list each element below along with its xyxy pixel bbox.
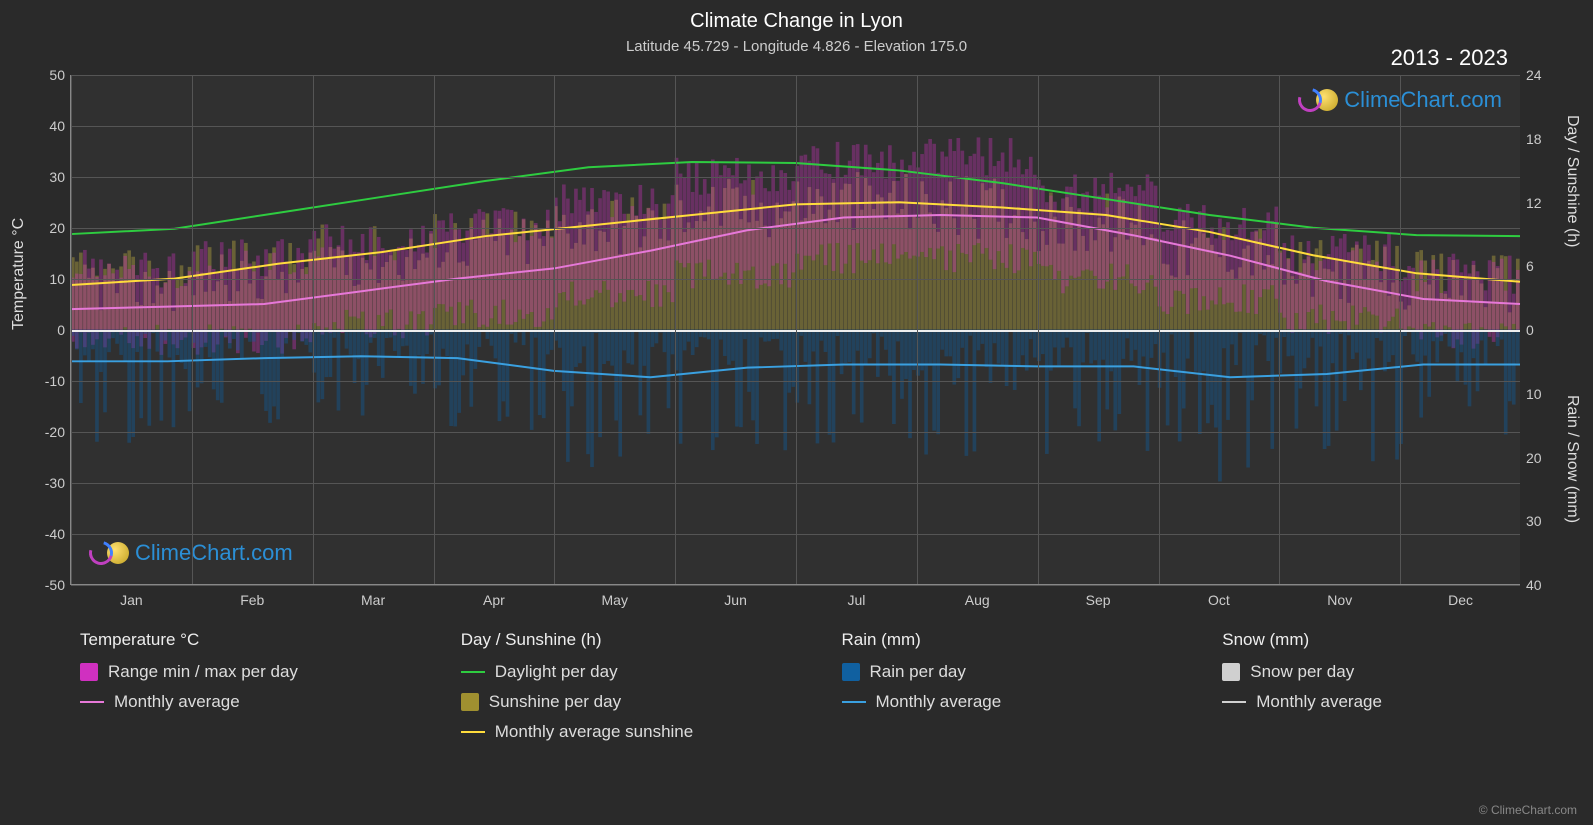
copyright-text: © ClimeChart.com bbox=[1479, 803, 1577, 817]
legend-swatch bbox=[461, 693, 479, 711]
legend-item: Snow per day bbox=[1222, 662, 1533, 682]
y-left-tick: -50 bbox=[45, 577, 65, 593]
x-tick: Sep bbox=[1086, 592, 1111, 608]
legend-swatch bbox=[1222, 701, 1246, 703]
y-left-tick: -10 bbox=[45, 373, 65, 389]
legend-column: Snow (mm) Snow per day Monthly average bbox=[1222, 630, 1533, 752]
legend-title: Rain (mm) bbox=[842, 630, 1153, 650]
y-left-tick: 10 bbox=[49, 271, 65, 287]
logo-c-icon bbox=[1294, 84, 1327, 117]
y-left-tick: 50 bbox=[49, 67, 65, 83]
legend-swatch bbox=[461, 671, 485, 673]
y-right-tick-rain: 30 bbox=[1526, 513, 1542, 529]
x-tick: Aug bbox=[965, 592, 990, 608]
x-tick: Apr bbox=[483, 592, 505, 608]
y-right-tick-sun: 6 bbox=[1526, 258, 1534, 274]
y-right-tick-rain: 10 bbox=[1526, 386, 1542, 402]
y-left-tick: -40 bbox=[45, 526, 65, 542]
year-range: 2013 - 2023 bbox=[1391, 45, 1508, 71]
legend-label: Monthly average sunshine bbox=[495, 722, 693, 742]
chart-title: Climate Change in Lyon bbox=[690, 10, 903, 33]
y-right-tick-rain: 40 bbox=[1526, 577, 1542, 593]
y-right-axis-label-sunshine: Day / Sunshine (h) bbox=[1563, 115, 1581, 248]
legend-label: Range min / max per day bbox=[108, 662, 298, 682]
x-tick: Mar bbox=[361, 592, 385, 608]
legend-title: Day / Sunshine (h) bbox=[461, 630, 772, 650]
y-left-tick: 20 bbox=[49, 220, 65, 236]
legend-swatch bbox=[842, 701, 866, 703]
y-right-tick-sun: 0 bbox=[1526, 322, 1534, 338]
legend-item: Range min / max per day bbox=[80, 662, 391, 682]
legend-item: Rain per day bbox=[842, 662, 1153, 682]
legend-swatch bbox=[80, 701, 104, 703]
y-left-tick: 30 bbox=[49, 169, 65, 185]
x-tick: Nov bbox=[1327, 592, 1352, 608]
legend: Temperature °C Range min / max per day Mon… bbox=[80, 630, 1533, 752]
watermark-text: ClimeChart.com bbox=[1344, 87, 1502, 113]
legend-column: Day / Sunshine (h) Daylight per day Sunshi… bbox=[461, 630, 772, 752]
chart-subtitle: Latitude 45.729 - Longitude 4.826 - Elev… bbox=[626, 38, 967, 55]
legend-item: Monthly average sunshine bbox=[461, 722, 772, 742]
legend-swatch bbox=[461, 731, 485, 733]
legend-label: Monthly average bbox=[1256, 692, 1382, 712]
y-right-tick-sun: 12 bbox=[1526, 195, 1542, 211]
x-tick: Feb bbox=[240, 592, 264, 608]
legend-item: Monthly average bbox=[842, 692, 1153, 712]
y-left-tick: 0 bbox=[57, 322, 65, 338]
x-tick: Jul bbox=[847, 592, 865, 608]
y-right-axis-label-rain: Rain / Snow (mm) bbox=[1563, 395, 1581, 523]
legend-title: Snow (mm) bbox=[1222, 630, 1533, 650]
legend-label: Daylight per day bbox=[495, 662, 618, 682]
x-tick: May bbox=[602, 592, 628, 608]
y-left-tick: -30 bbox=[45, 475, 65, 491]
legend-swatch bbox=[80, 663, 98, 681]
legend-label: Monthly average bbox=[114, 692, 240, 712]
legend-swatch bbox=[842, 663, 860, 681]
x-tick: Jun bbox=[724, 592, 747, 608]
legend-label: Rain per day bbox=[870, 662, 966, 682]
legend-title: Temperature °C bbox=[80, 630, 391, 650]
legend-item: Monthly average bbox=[1222, 692, 1533, 712]
y-right-tick-sun: 18 bbox=[1526, 131, 1542, 147]
y-right-tick-rain: 20 bbox=[1526, 450, 1542, 466]
x-tick: Dec bbox=[1448, 592, 1473, 608]
watermark-text: ClimeChart.com bbox=[135, 540, 293, 566]
legend-swatch bbox=[1222, 663, 1240, 681]
x-tick: Oct bbox=[1208, 592, 1230, 608]
legend-label: Sunshine per day bbox=[489, 692, 621, 712]
legend-column: Temperature °C Range min / max per day Mon… bbox=[80, 630, 391, 752]
legend-item: Sunshine per day bbox=[461, 692, 772, 712]
legend-label: Snow per day bbox=[1250, 662, 1354, 682]
logo-c-icon bbox=[85, 537, 118, 570]
y-right-tick-sun: 24 bbox=[1526, 67, 1542, 83]
plot-area: ClimeChart.com ClimeChart.com -50-40-30-… bbox=[70, 75, 1520, 585]
x-tick: Jan bbox=[120, 592, 143, 608]
legend-item: Monthly average bbox=[80, 692, 391, 712]
legend-column: Rain (mm) Rain per day Monthly average bbox=[842, 630, 1153, 752]
y-left-tick: 40 bbox=[49, 118, 65, 134]
legend-item: Daylight per day bbox=[461, 662, 772, 682]
legend-label: Monthly average bbox=[876, 692, 1002, 712]
y-left-tick: -20 bbox=[45, 424, 65, 440]
y-left-axis-label: Temperature °C bbox=[10, 218, 28, 330]
